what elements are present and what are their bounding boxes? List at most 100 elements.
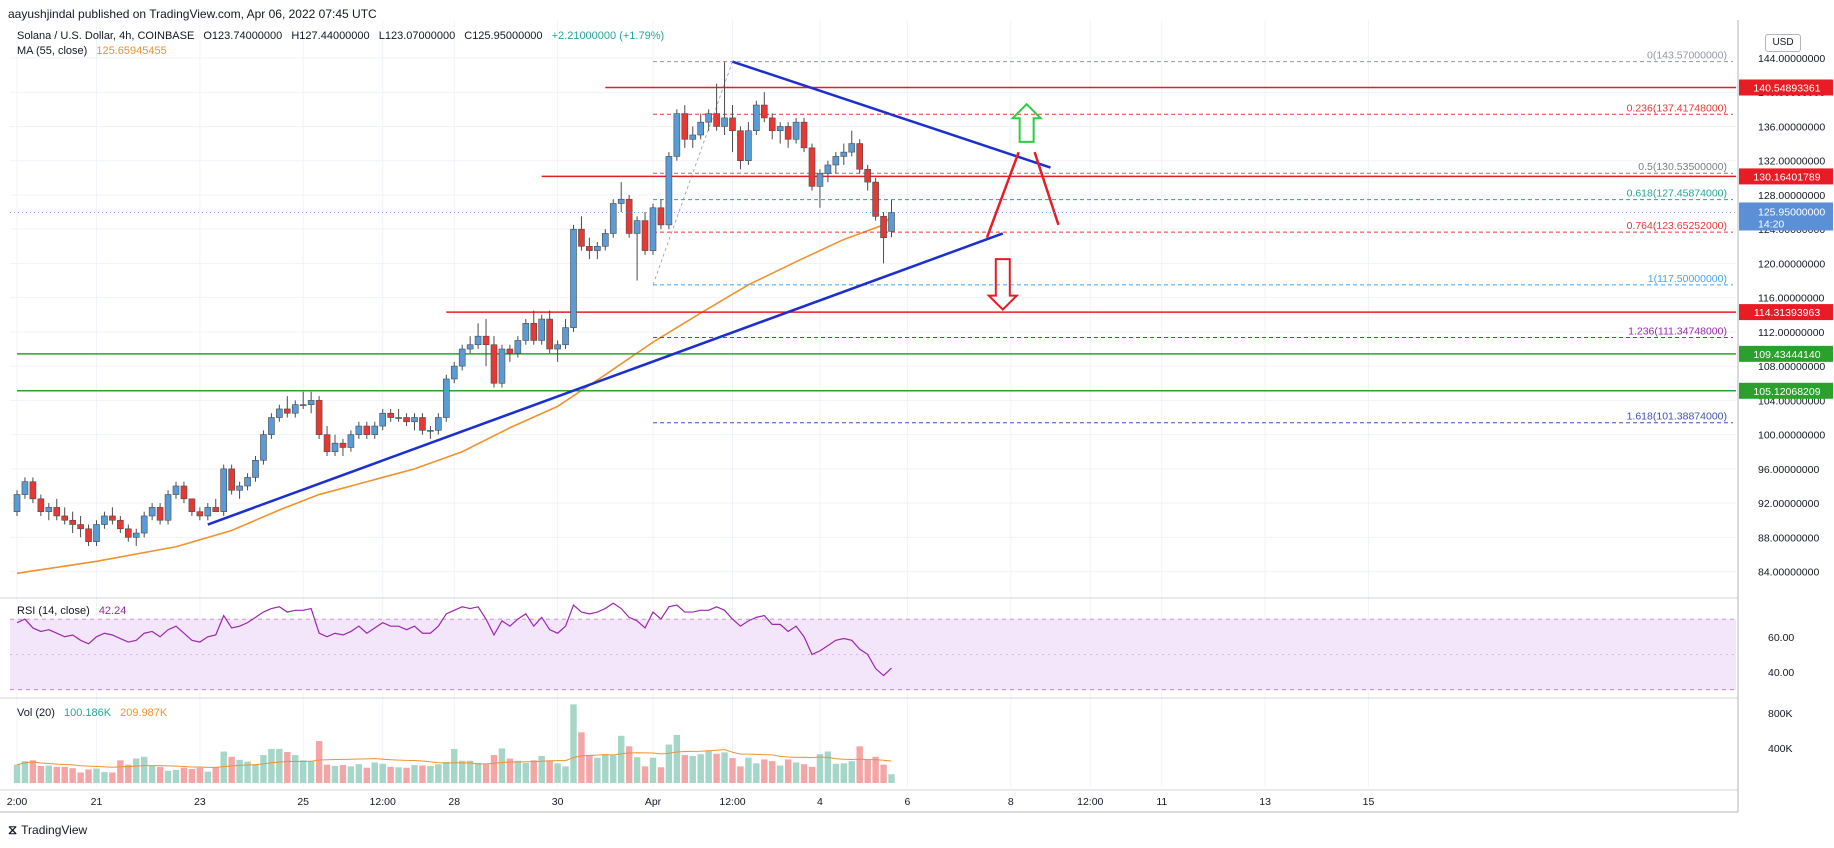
rsi-label: RSI (14, close) [17, 605, 90, 617]
candle [808, 143, 816, 191]
support-price-tag [1739, 345, 1833, 362]
candle [737, 126, 744, 170]
volume-bar [864, 759, 871, 783]
candle [872, 177, 879, 221]
candle [848, 130, 856, 157]
volume-bar [657, 767, 665, 783]
candle-body [291, 404, 299, 414]
candle [490, 336, 498, 388]
candle-body [283, 408, 291, 414]
price-axis[interactable]: 144.00000000140.00000000136.00000000132.… [1739, 53, 1833, 755]
candle-body [220, 468, 227, 512]
symbol-legend[interactable]: Solana / U.S. Dollar, 4h, COINBASE O123.… [17, 30, 670, 42]
time-axis[interactable]: 2:00 21 23 25 12:00 28 30 Apr 12:00 4 6 8 12:00 11 13 1… [7, 796, 1375, 808]
candle [617, 182, 625, 213]
support-trendline [207, 232, 1004, 526]
candle [395, 408, 402, 422]
resistance-price-tag [1739, 79, 1833, 96]
volume-bar [260, 755, 267, 783]
candle-body [125, 528, 132, 538]
price-tick-label: 84.00000000 [1758, 567, 1819, 579]
candle [276, 404, 283, 422]
candle-body [745, 130, 752, 161]
volume-bar [133, 758, 140, 783]
ma-value: 125.65945455 [96, 45, 167, 57]
candle [331, 434, 339, 457]
candle-body [848, 143, 856, 153]
candle [753, 100, 760, 136]
volume-bar [93, 768, 100, 783]
volume-bar [427, 765, 434, 783]
ohlc-high: H127.44000000 [291, 30, 370, 42]
fib-level-label: 0.764(123.65252000) [1627, 220, 1727, 232]
candle-body [85, 528, 92, 542]
candle-body [530, 323, 538, 341]
volume-ma-line [16, 749, 892, 768]
volume-bar [618, 735, 625, 783]
candle-body [109, 515, 116, 521]
candle-body [641, 220, 649, 251]
candle-body [164, 494, 172, 521]
volume-bar [45, 765, 52, 783]
volume-tick-label: 400K [1768, 743, 1793, 755]
candle [633, 216, 641, 281]
rsi-tick-label: 40.00 [1768, 667, 1794, 679]
volume-bar [125, 764, 132, 783]
candle [411, 413, 418, 431]
candle-body [776, 126, 784, 132]
candle-body [29, 481, 37, 500]
volume-bar [880, 764, 887, 783]
volume-bar [538, 755, 545, 783]
candle [784, 122, 792, 148]
candle [474, 323, 482, 350]
ma-legend[interactable]: MA (55, close) 125.65945455 [17, 45, 173, 57]
volume-bar [387, 766, 394, 783]
candle-body [276, 408, 283, 418]
volume-bar [228, 756, 235, 783]
rsi-legend[interactable]: RSI (14, close) 42.24 [17, 605, 132, 617]
candle-body [522, 323, 530, 341]
volume-bar [331, 765, 339, 783]
candle [299, 391, 307, 409]
time-tick-label: 11 [1156, 796, 1167, 808]
volume-bar [872, 756, 879, 783]
candle [363, 421, 371, 439]
candle-body [117, 519, 124, 530]
volume-bar [562, 766, 569, 783]
resistance-price-tag [1739, 168, 1833, 185]
volume-legend[interactable]: Vol (20) 100.186K 209.987K [17, 707, 173, 719]
candle-body [435, 417, 442, 431]
volume-bar [482, 764, 490, 783]
candle [132, 528, 140, 546]
candle-body [268, 417, 275, 435]
candle [458, 344, 466, 371]
tradingview-footer[interactable]: ⧖ TradingView [8, 822, 87, 838]
candle [816, 169, 824, 208]
volume-bar [713, 753, 720, 783]
publisher-line: aayushjindal published on TradingView.co… [8, 7, 377, 21]
candle-body [880, 216, 887, 239]
fib-level-label: 0(143.57000000) [1647, 50, 1727, 62]
volume-bar [284, 751, 291, 783]
volume-bar [252, 764, 259, 783]
candle [768, 113, 776, 140]
resistance-trendline [732, 60, 1051, 169]
candle [530, 310, 538, 345]
candle-body [204, 507, 212, 517]
candle [562, 319, 569, 350]
tradingview-logo-icon: ⧖ [8, 822, 18, 837]
volume-bar [61, 766, 68, 783]
candle-body [53, 507, 61, 517]
candle [880, 212, 887, 264]
volume-bar [77, 772, 84, 783]
volume-bar [761, 759, 768, 783]
candle [586, 237, 593, 260]
candle [29, 477, 37, 504]
up-arrow-icon [1010, 102, 1044, 143]
tradingview-brand: TradingView [21, 823, 88, 837]
resistance-price-tag-label: 140.54893361 [1753, 83, 1820, 95]
currency-badge[interactable]: USD [1765, 34, 1801, 52]
fib-level-label: 1(117.50000000) [1648, 273, 1727, 285]
candle [832, 152, 840, 174]
